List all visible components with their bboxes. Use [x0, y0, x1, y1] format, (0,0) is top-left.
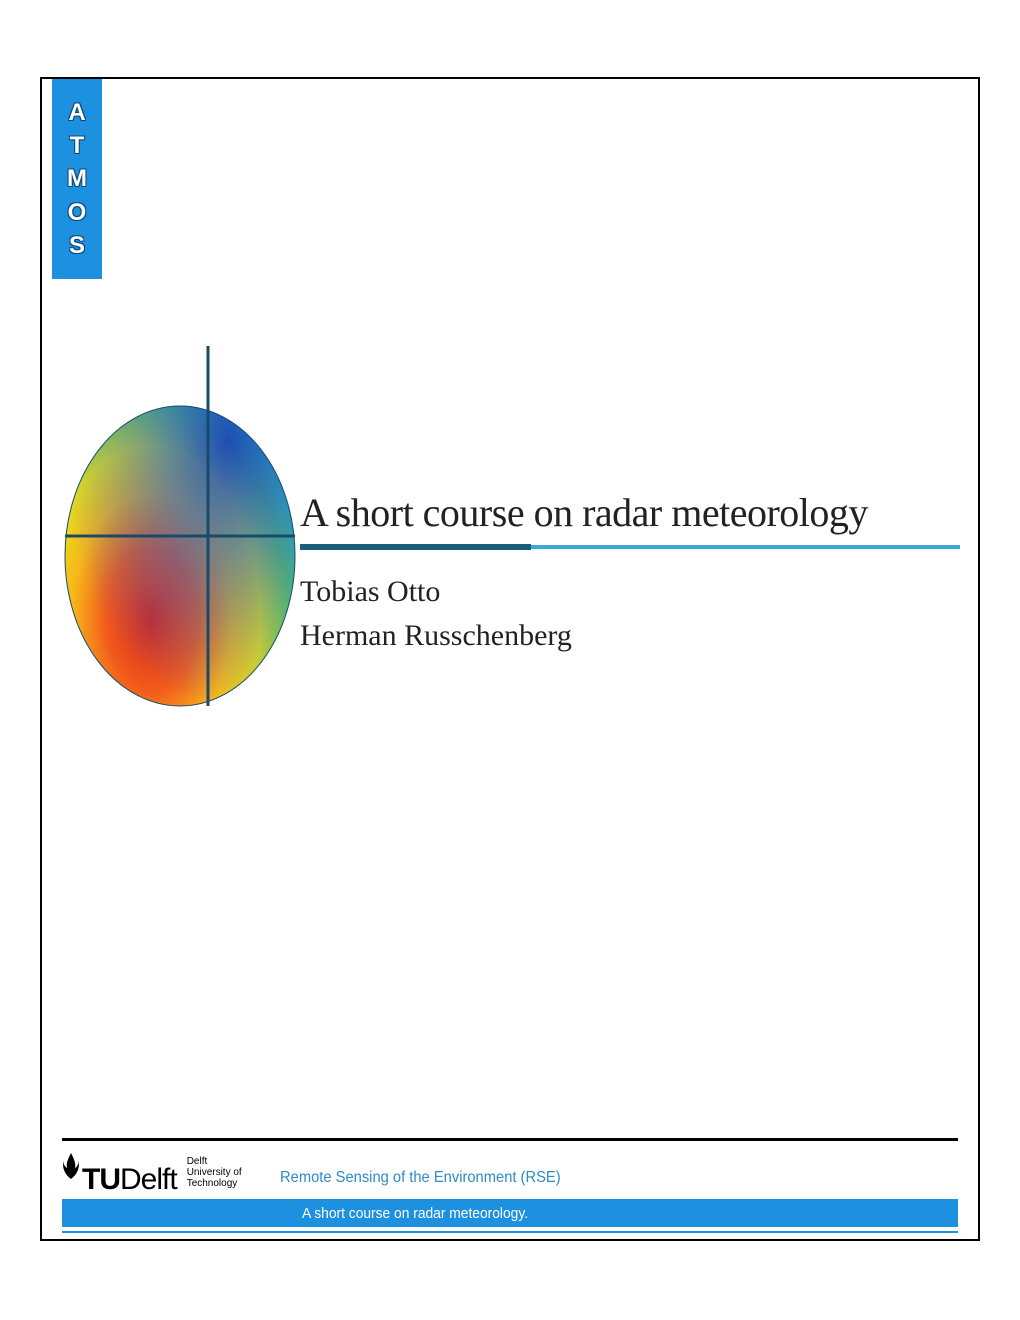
slide-footer: TUDelft Delft University of Technology R… [62, 1138, 958, 1233]
footer-band-text: A short course on radar meteorology. [302, 1205, 528, 1222]
atmos-badge: A T M O S [52, 79, 102, 279]
page-title: A short course on radar meteorology [300, 489, 960, 536]
logo-tu: TU [82, 1163, 120, 1196]
badge-letter: M [67, 163, 87, 194]
authors-block: Tobias Otto Herman Russchenberg [300, 570, 960, 657]
footer-rule [62, 1138, 958, 1141]
tudelft-logo: TUDelft Delft University of Technology [62, 1153, 262, 1193]
badge-letter: S [69, 230, 85, 261]
title-block: A short course on radar meteorology Tobi… [300, 489, 960, 657]
flame-icon [62, 1153, 80, 1179]
radar-heatmap [60, 346, 300, 726]
logo-delft: Delft [120, 1163, 177, 1196]
footer-rule-thin [62, 1231, 958, 1233]
title-underline [300, 544, 960, 550]
logo-subtitle: Delft University of Technology [187, 1156, 242, 1189]
badge-letter: A [68, 97, 85, 128]
slide-frame: A T M O S [40, 77, 980, 1241]
footer-band: A short course on radar meteorology. [62, 1199, 958, 1227]
badge-letter: T [70, 130, 85, 161]
department-label: Remote Sensing of the Environment (RSE) [280, 1169, 561, 1193]
author-name: Tobias Otto [300, 570, 960, 614]
badge-letter: O [68, 197, 87, 228]
author-name: Herman Russchenberg [300, 614, 960, 658]
